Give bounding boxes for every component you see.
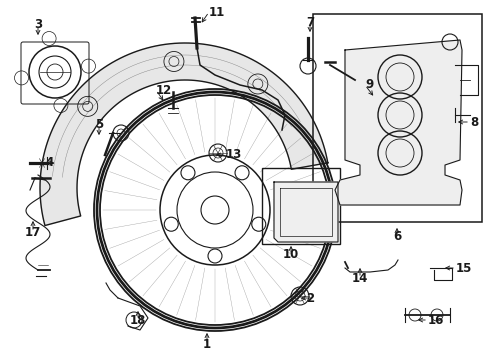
Text: 14: 14: [352, 271, 368, 284]
Polygon shape: [274, 182, 338, 242]
Text: 3: 3: [34, 18, 42, 31]
Text: 8: 8: [470, 116, 478, 129]
Text: 1: 1: [203, 338, 211, 351]
Text: 17: 17: [25, 225, 41, 238]
Text: 7: 7: [306, 15, 314, 28]
Text: 5: 5: [95, 118, 103, 131]
Text: 9: 9: [365, 78, 373, 91]
Text: 10: 10: [283, 248, 299, 261]
Text: 6: 6: [393, 230, 401, 243]
Text: 2: 2: [306, 292, 314, 305]
Polygon shape: [335, 40, 462, 205]
Polygon shape: [40, 43, 328, 225]
Bar: [313, 14, 482, 222]
Text: 13: 13: [226, 148, 242, 162]
Text: 18: 18: [130, 314, 146, 327]
Bar: [262, 168, 340, 244]
Text: 16: 16: [428, 314, 444, 327]
Text: 4: 4: [45, 157, 53, 170]
Text: 12: 12: [156, 84, 172, 96]
Text: 11: 11: [209, 5, 225, 18]
Text: 15: 15: [456, 261, 472, 274]
